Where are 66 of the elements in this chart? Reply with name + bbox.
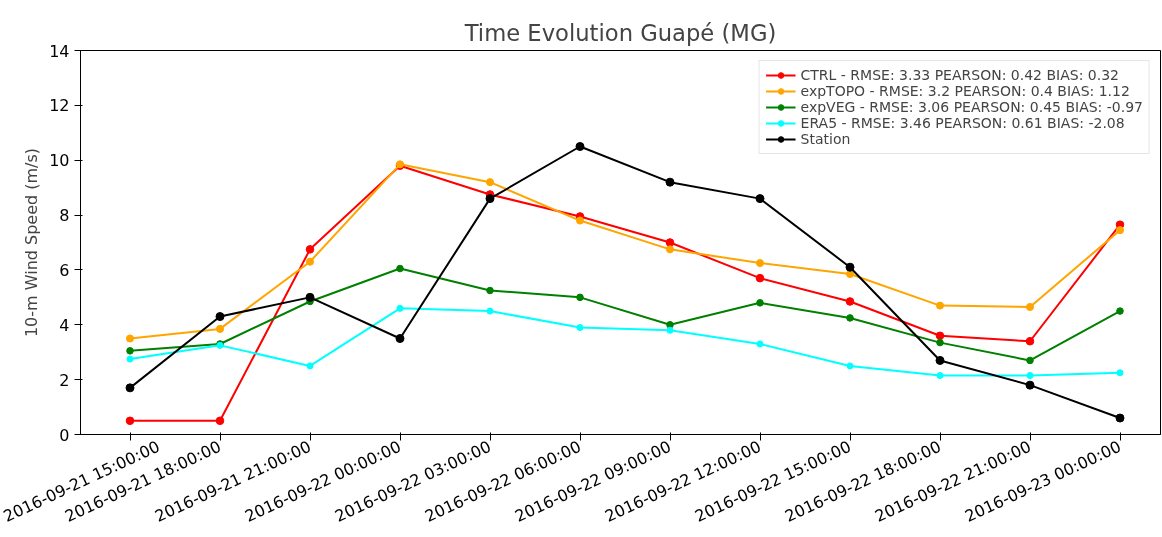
point: [396, 264, 404, 273]
point: [305, 257, 315, 266]
point: [1115, 413, 1125, 423]
point: [755, 273, 765, 283]
point: [935, 331, 945, 341]
chart-title: Time Evolution Guapé (MG): [463, 19, 777, 46]
y-tick-label: 2: [59, 370, 70, 390]
point: [935, 301, 945, 310]
legend-label: ERA5 - RMSE: 3.46 PEARSON: 0.61 BIAS: -2.08: [800, 115, 1125, 131]
y-tick-label: 10: [49, 151, 70, 171]
point: [125, 334, 135, 343]
point: [1026, 356, 1034, 365]
y-tick-label: 14: [49, 41, 70, 61]
point: [1116, 369, 1124, 377]
point: [126, 355, 134, 363]
y-tick-label: 12: [49, 96, 70, 116]
point: [1026, 371, 1034, 380]
point: [1025, 380, 1035, 390]
point: [935, 355, 945, 365]
point: [665, 177, 675, 187]
point: [666, 320, 674, 329]
legend-label: expTOPO - RMSE: 3.2 PEARSON: 0.4 BIAS: 1.12: [800, 83, 1130, 99]
point: [125, 383, 135, 393]
point: [125, 416, 135, 426]
point: [576, 323, 584, 332]
point: [485, 178, 495, 187]
point: [305, 292, 315, 302]
point: [395, 334, 405, 343]
point: [936, 371, 944, 380]
point: [755, 194, 765, 204]
legend-label: expVEG - RMSE: 3.06 PEARSON: 0.45 BIAS: -0.97: [800, 99, 1143, 115]
point: [215, 312, 225, 322]
point: [1025, 302, 1035, 311]
point: [756, 340, 764, 348]
point: [756, 299, 764, 307]
point: [665, 238, 675, 247]
y-axis-title: 10-m Wind Speed (m/s): [22, 147, 42, 338]
point: [215, 324, 225, 333]
point: [666, 326, 674, 334]
point: [665, 245, 675, 254]
point: [1115, 226, 1125, 235]
point: [575, 142, 585, 151]
point: [486, 307, 494, 315]
y-tick-label: 0: [59, 425, 70, 445]
point: [755, 259, 765, 268]
legend-label: CTRL - RMSE: 3.33 PEARSON: 0.42 BIAS: 0.32: [800, 67, 1119, 83]
point: [485, 194, 495, 204]
point: [845, 262, 855, 272]
point: [845, 297, 855, 306]
y-tick-label: 4: [59, 315, 70, 335]
point: [305, 245, 315, 254]
point: [575, 216, 585, 225]
point: [396, 304, 404, 312]
point: [1116, 307, 1124, 315]
point: [126, 347, 134, 355]
point: [846, 314, 854, 322]
point: [576, 293, 584, 302]
point: [846, 362, 854, 370]
point: [1025, 336, 1035, 346]
point: [486, 286, 494, 295]
legend-label: Station: [800, 131, 851, 147]
y-tick-label: 8: [59, 206, 70, 226]
point: [306, 362, 314, 370]
point: [215, 416, 225, 426]
point: [936, 338, 944, 347]
y-tick-label: 6: [59, 260, 70, 280]
